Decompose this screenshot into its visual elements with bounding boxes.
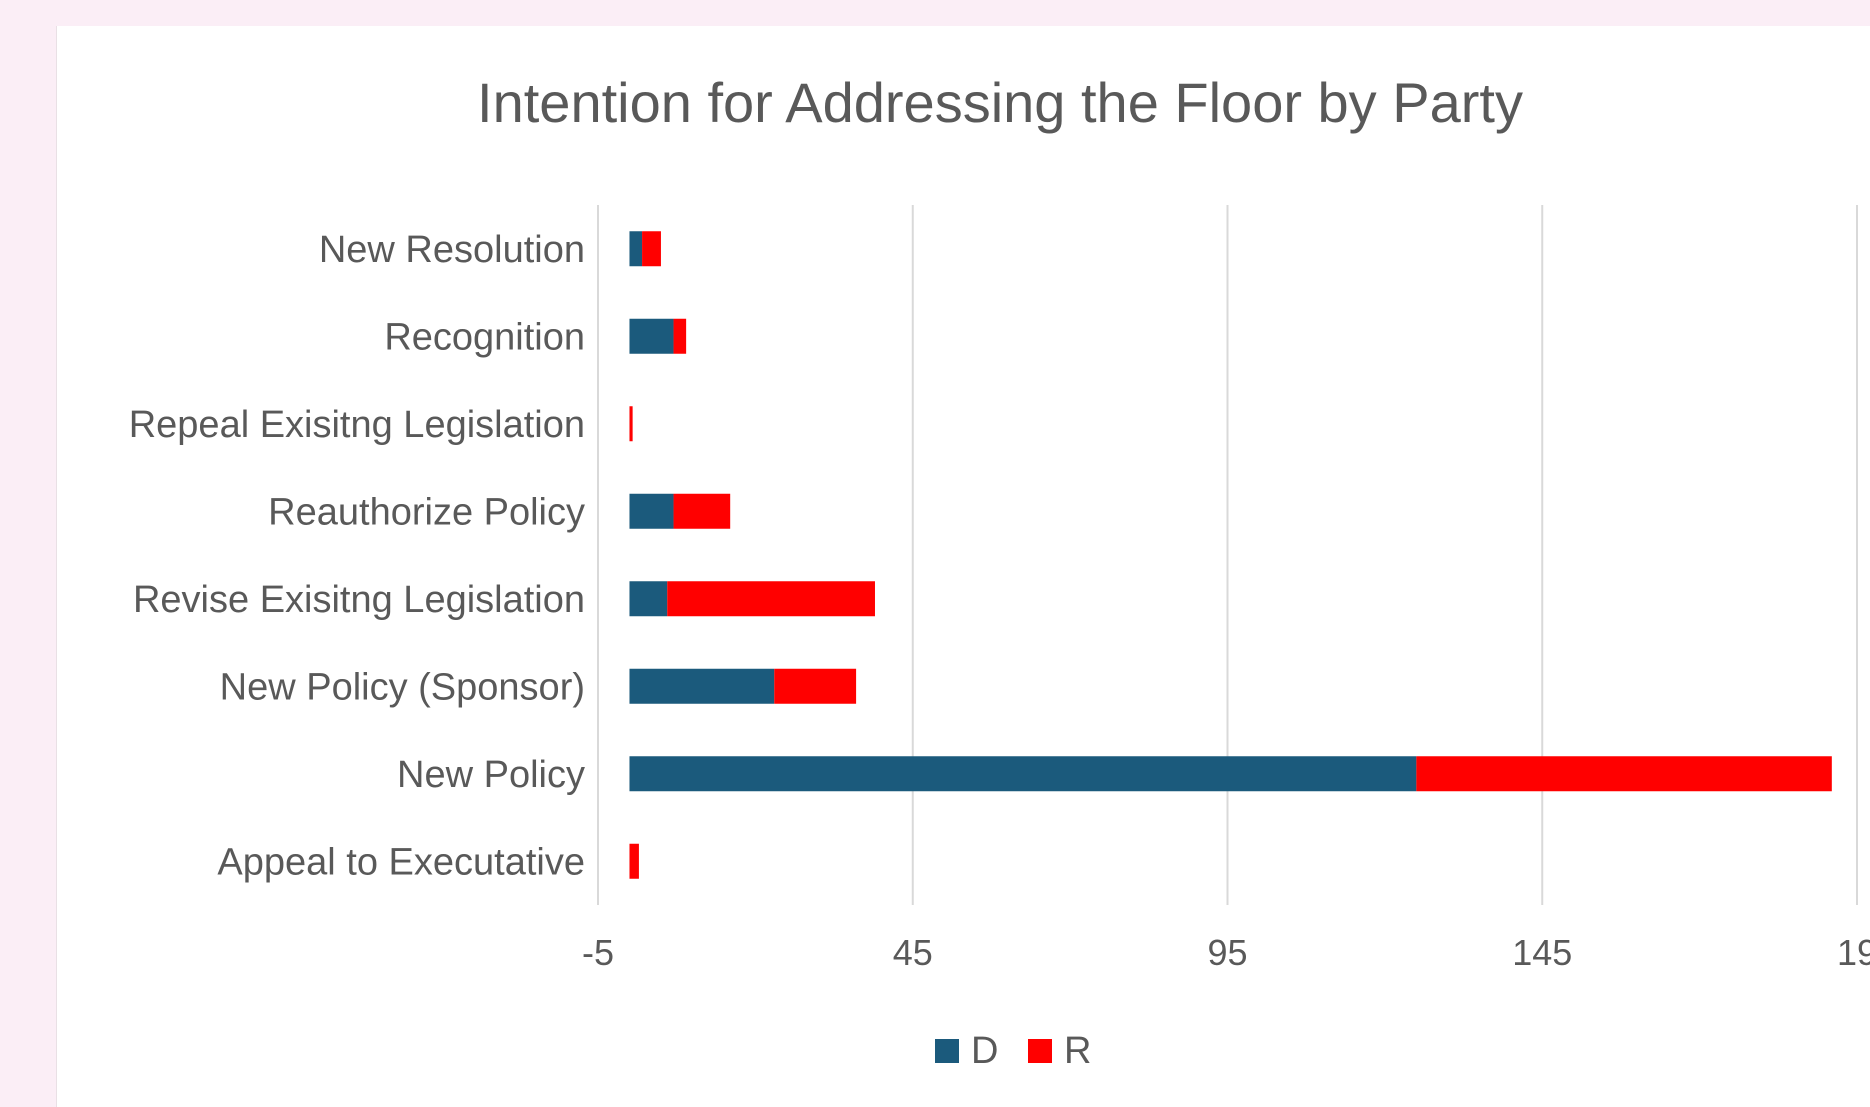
bar-d bbox=[629, 493, 674, 529]
category-label: Repeal Exisitng Legislation bbox=[129, 404, 585, 446]
bar-d bbox=[629, 668, 775, 704]
bar-r bbox=[1416, 756, 1832, 792]
bar-d bbox=[629, 581, 668, 617]
x-tick-label: 95 bbox=[1207, 932, 1247, 973]
legend-label-d: D bbox=[971, 1030, 998, 1072]
category-label: Reauthorize Policy bbox=[268, 491, 585, 533]
bar-d bbox=[629, 231, 643, 267]
category-label: New Resolution bbox=[319, 229, 585, 271]
x-tick-label: -5 bbox=[582, 932, 614, 973]
gridlines bbox=[597, 205, 1858, 905]
bar-r bbox=[774, 668, 857, 704]
x-tick-labels: -5 45 95 145 19 bbox=[582, 932, 1870, 973]
legend-swatch-d bbox=[935, 1039, 959, 1063]
bars bbox=[629, 231, 1832, 879]
category-label: Revise Exisitng Legislation bbox=[133, 579, 585, 621]
bar-r bbox=[629, 843, 639, 879]
bar-r bbox=[642, 231, 661, 267]
chart-title: Intention for Addressing the Floor by Pa… bbox=[477, 71, 1523, 134]
bar-r bbox=[673, 493, 731, 529]
x-tick-label: 145 bbox=[1512, 932, 1572, 973]
category-label: New Policy (Sponsor) bbox=[220, 666, 585, 708]
category-label: Appeal to Executative bbox=[217, 841, 585, 883]
category-label: Recognition bbox=[384, 316, 585, 358]
bar-d bbox=[629, 756, 1417, 792]
legend-swatch-r bbox=[1028, 1039, 1052, 1063]
category-label: New Policy bbox=[397, 754, 585, 796]
chart-card bbox=[56, 26, 1870, 1107]
bar-r bbox=[629, 406, 633, 442]
bar-d bbox=[629, 318, 674, 354]
category-labels: New Resolution Recognition Repeal Exisitng… bbox=[129, 229, 585, 884]
x-tick-label: 19 bbox=[1837, 932, 1870, 973]
x-tick-label: 45 bbox=[893, 932, 933, 973]
legend-label-r: R bbox=[1064, 1030, 1091, 1072]
bar-r bbox=[673, 318, 687, 354]
bar-r bbox=[667, 581, 875, 617]
